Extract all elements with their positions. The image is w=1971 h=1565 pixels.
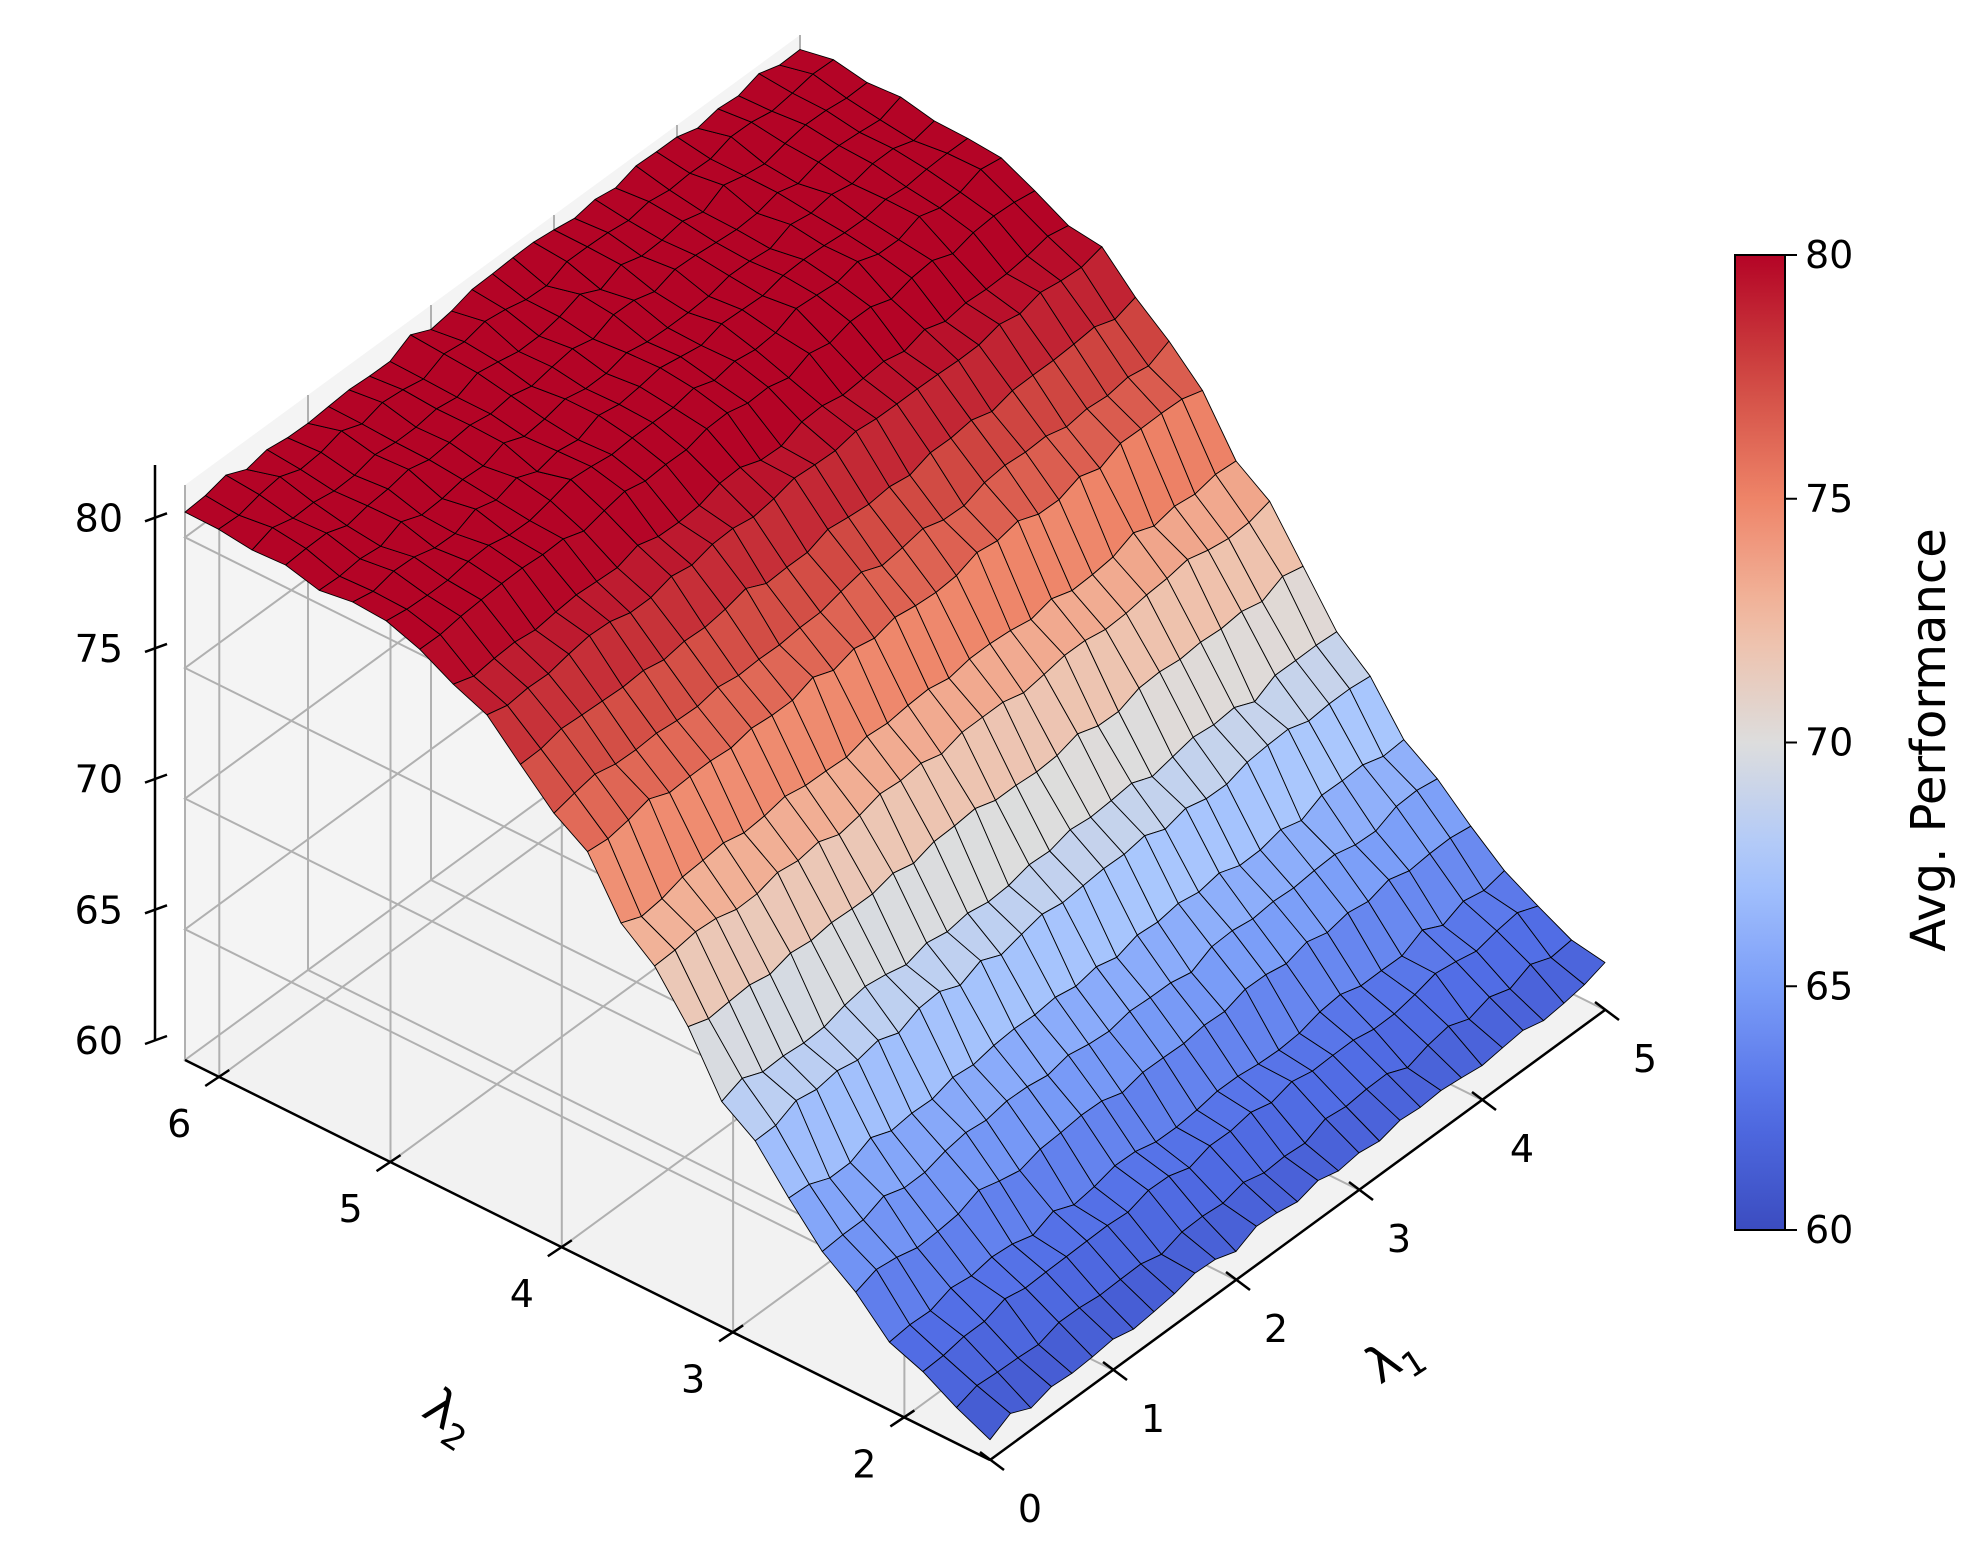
x-axis-label: λ1: [1355, 1319, 1434, 1403]
x-tick-label: 0: [1018, 1487, 1042, 1531]
y-tick-label: 2: [852, 1442, 876, 1486]
x-tick-label: 3: [1387, 1217, 1411, 1261]
colorbar-tick-label: 80: [1805, 233, 1853, 277]
y-tick-mark: [375, 1154, 402, 1173]
surface-cell: [1550, 939, 1606, 986]
tick-labels: 0 1 2 3 4 5 2 3 4 5 6 60 65 70 75 80: [75, 496, 1657, 1531]
colorbar: 60 65 70 75 80: [1734, 233, 1853, 1252]
z-tick-label: 75: [75, 627, 123, 671]
x-tick-label: 4: [1510, 1127, 1534, 1171]
z-tick-label: 65: [75, 888, 123, 932]
z-tick-mark: [144, 773, 168, 784]
y-tick-label: 3: [681, 1357, 705, 1401]
y-tick-label: 6: [167, 1102, 191, 1146]
z-tick-mark: [144, 512, 168, 523]
x-tick-mark: [1225, 1271, 1251, 1291]
y-tick-label: 4: [510, 1272, 534, 1316]
x-tick-label: 5: [1633, 1037, 1657, 1081]
y-tick-mark: [718, 1324, 744, 1343]
x-tick-label: 1: [1141, 1397, 1165, 1441]
z-tick-mark: [144, 642, 168, 654]
x-tick-mark: [1348, 1181, 1374, 1201]
y-tick-label: 5: [338, 1187, 362, 1231]
colorbar-gradient: [1734, 254, 1786, 1231]
x-tick-mark: [1102, 1361, 1128, 1381]
surface-mesh: [184, 49, 1606, 1441]
colorbar-tick-label: 65: [1805, 964, 1853, 1008]
y-axis-label: λ2: [409, 1376, 488, 1460]
y-tick-mark: [204, 1068, 230, 1088]
colorbar-tick-label: 70: [1805, 721, 1853, 765]
z-tick-mark: [144, 1034, 168, 1046]
axis-lines: [144, 465, 1620, 1471]
z-tick-label: 80: [75, 496, 123, 540]
colorbar-tick-label: 60: [1805, 1208, 1853, 1252]
x-axis-line: [989, 1008, 1606, 1462]
x-tick-mark: [1594, 1001, 1620, 1021]
y-tick-mark: [547, 1239, 573, 1258]
x-tick-mark: [1471, 1091, 1497, 1111]
x-tick-label: 2: [1264, 1307, 1288, 1351]
z-tick-label: 70: [75, 758, 123, 802]
x-tick-mark: [979, 1451, 1005, 1471]
colorbar-tick-label: 75: [1805, 477, 1853, 521]
z-tick-label: 60: [75, 1019, 123, 1063]
y-axis-line: [184, 1058, 991, 1462]
colorbar-label: Avg. Performance: [1901, 528, 1957, 952]
y-tick-mark: [889, 1409, 916, 1428]
z-tick-mark: [144, 904, 168, 915]
